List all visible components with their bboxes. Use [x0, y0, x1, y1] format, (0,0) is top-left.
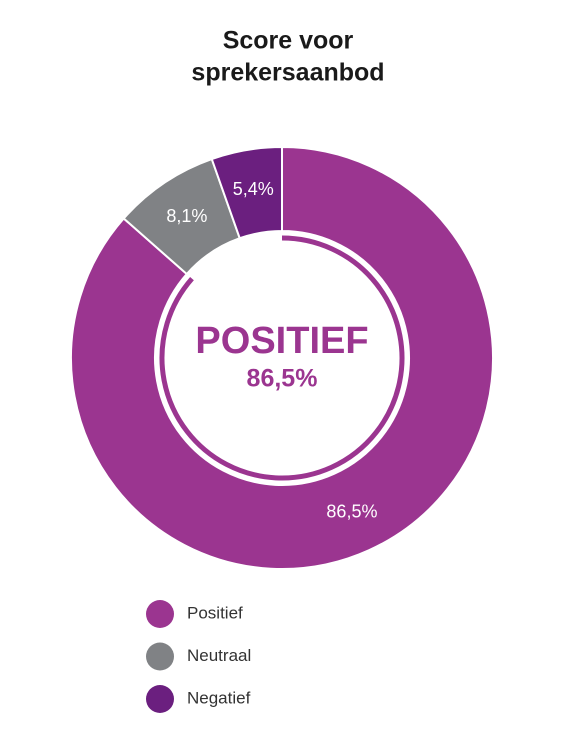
inner-ring	[159, 235, 405, 481]
chart-title: Score voor	[223, 27, 354, 55]
donut-slice	[70, 145, 494, 570]
legend-label: Neutraal	[187, 646, 251, 665]
center-value: 86,5%	[247, 365, 318, 393]
center-label: POSITIEF	[195, 320, 368, 362]
value-label: 5,4%	[233, 179, 274, 199]
legend-label: Positief	[187, 603, 243, 622]
legend-swatch	[146, 600, 174, 628]
chart-title: sprekersaanbod	[191, 59, 384, 87]
legend-swatch	[146, 642, 174, 671]
value-label: 86,5%	[326, 502, 377, 522]
donut-slice	[210, 145, 283, 240]
legend-swatch	[146, 685, 174, 713]
legend-label: Negatief	[187, 688, 251, 707]
value-label: 8,1%	[166, 206, 207, 226]
